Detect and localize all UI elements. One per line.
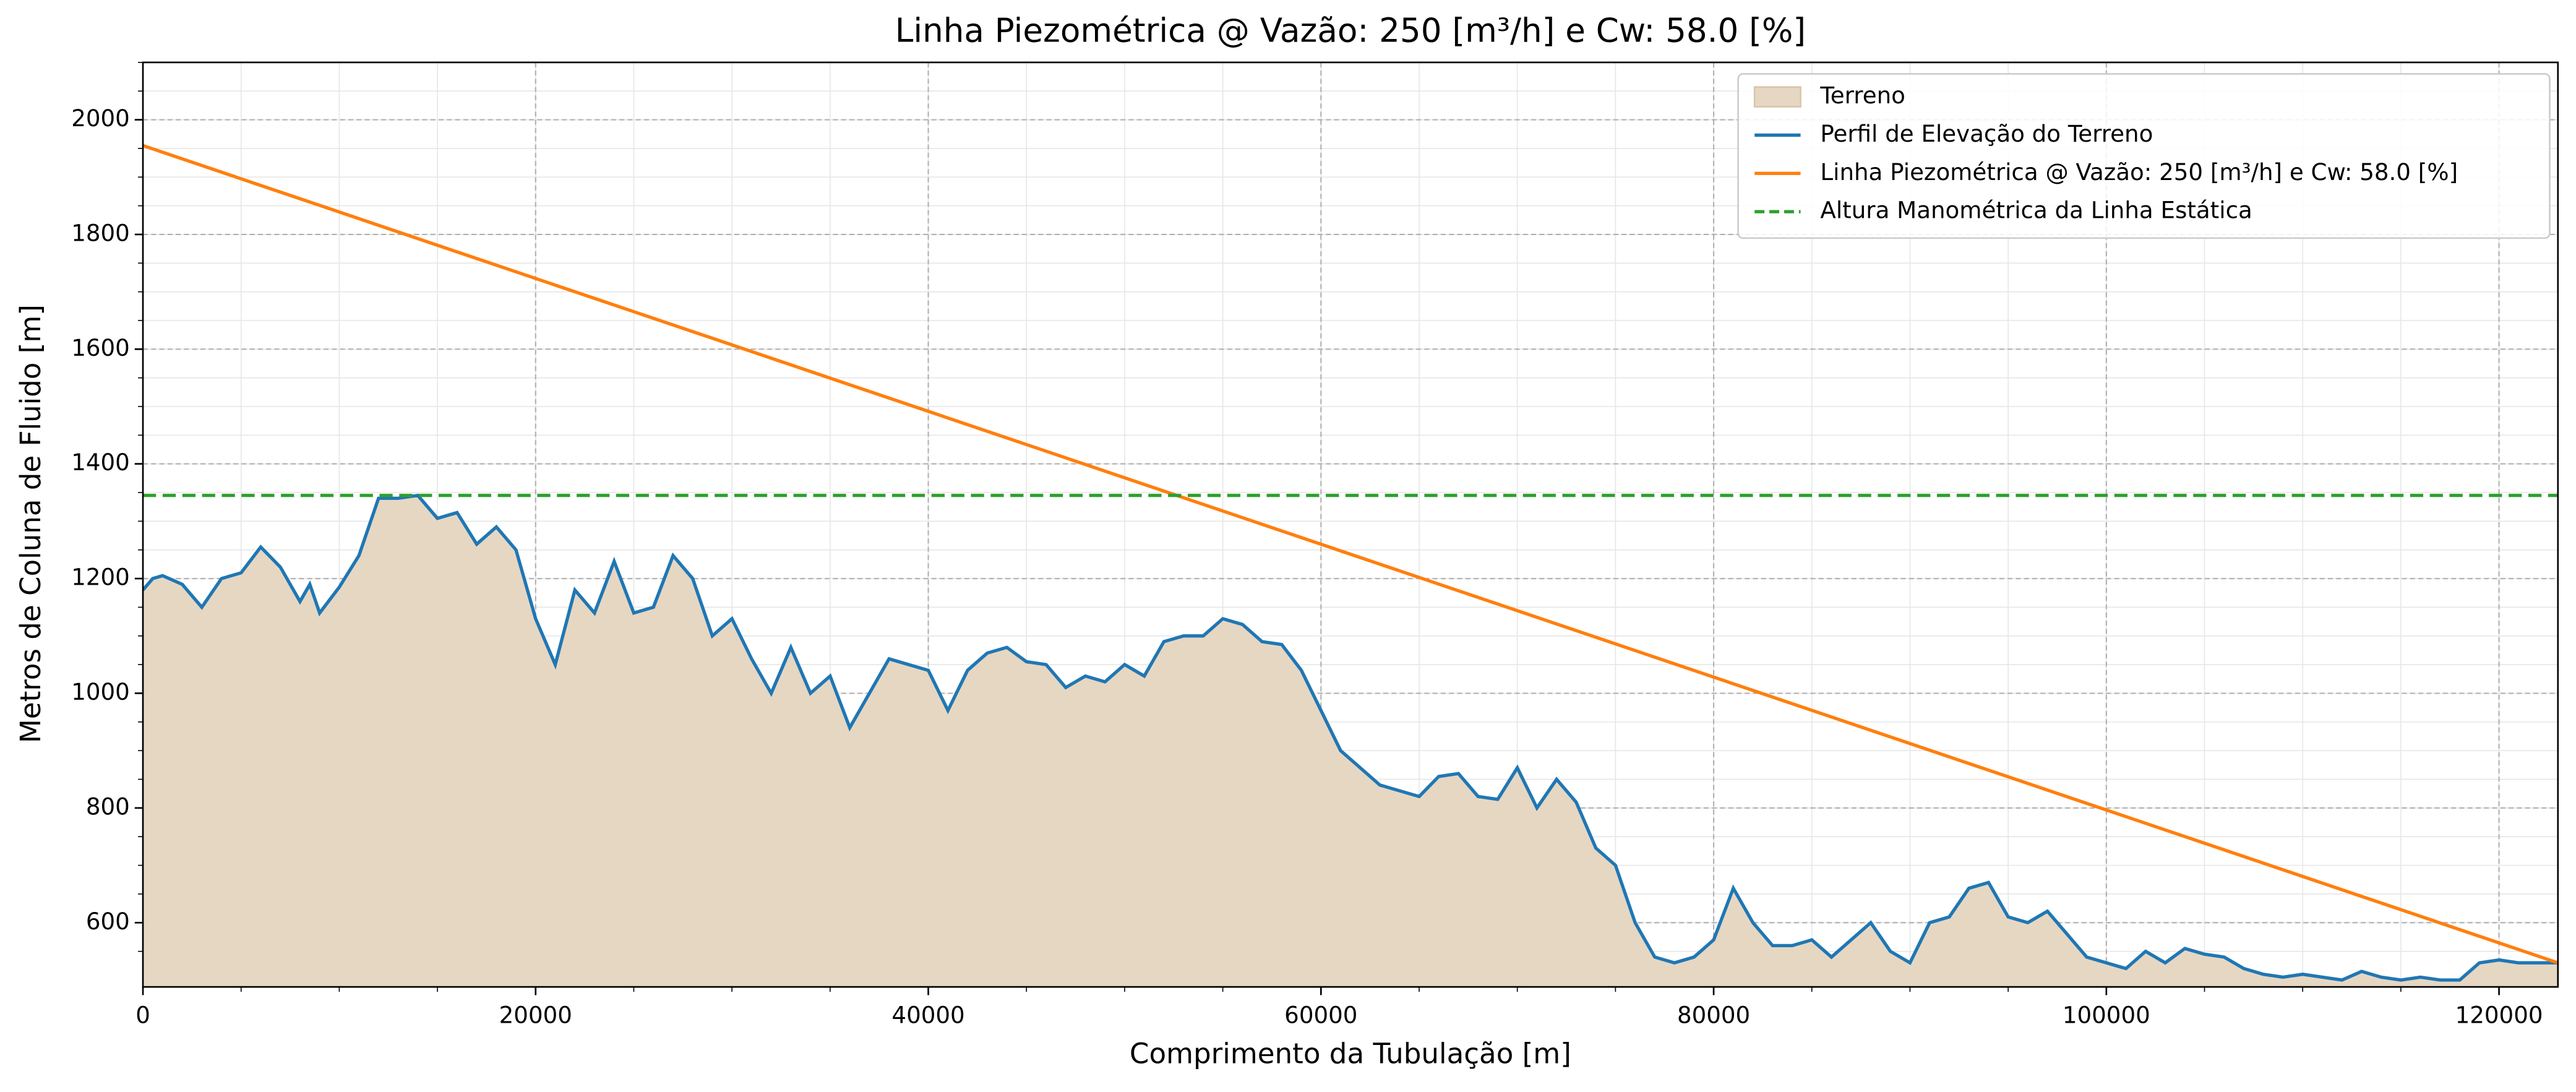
y-tick-label: 600 bbox=[86, 908, 130, 935]
x-tick-label: 0 bbox=[135, 1002, 150, 1028]
x-tick-label: 120000 bbox=[2455, 1002, 2543, 1028]
y-tick-label: 1600 bbox=[71, 335, 130, 361]
y-tick-label: 1000 bbox=[71, 679, 130, 705]
series-line bbox=[143, 493, 2558, 982]
terrain-area bbox=[143, 495, 2558, 987]
x-axis-label: Comprimento da Tubulação [m] bbox=[1130, 1038, 1571, 1070]
legend-label: Altura Manométrica da Linha Estática bbox=[1820, 197, 2252, 224]
y-axis-label: Metros de Coluna de Fluido [m] bbox=[14, 304, 47, 743]
x-tick-label: 20000 bbox=[499, 1002, 572, 1028]
series-line bbox=[143, 144, 2558, 965]
y-tick-label: 2000 bbox=[71, 105, 130, 132]
x-tick-label: 80000 bbox=[1677, 1002, 1750, 1028]
chart-title: Linha Piezométrica @ Vazão: 250 [m³/h] e… bbox=[895, 12, 1806, 50]
y-tick-label: 1400 bbox=[71, 449, 130, 476]
legend-label: Terreno bbox=[1819, 82, 1905, 109]
legend-box bbox=[1737, 73, 2551, 239]
legend-label: Perfil de Elevação do Terreno bbox=[1820, 121, 2153, 147]
x-tick-label: 40000 bbox=[891, 1002, 964, 1028]
plot-frame bbox=[142, 61, 2559, 988]
y-tick-label: 800 bbox=[86, 793, 130, 820]
x-tick-label: 60000 bbox=[1284, 1002, 1357, 1028]
y-tick-label: 1800 bbox=[71, 220, 130, 246]
legend-label: Linha Piezométrica @ Vazão: 250 [m³/h] e… bbox=[1820, 159, 2458, 186]
plot-area bbox=[143, 144, 2558, 987]
y-tick-label: 1200 bbox=[71, 564, 130, 591]
legend-swatch bbox=[1753, 86, 1801, 108]
x-tick-label: 100000 bbox=[2063, 1002, 2150, 1028]
